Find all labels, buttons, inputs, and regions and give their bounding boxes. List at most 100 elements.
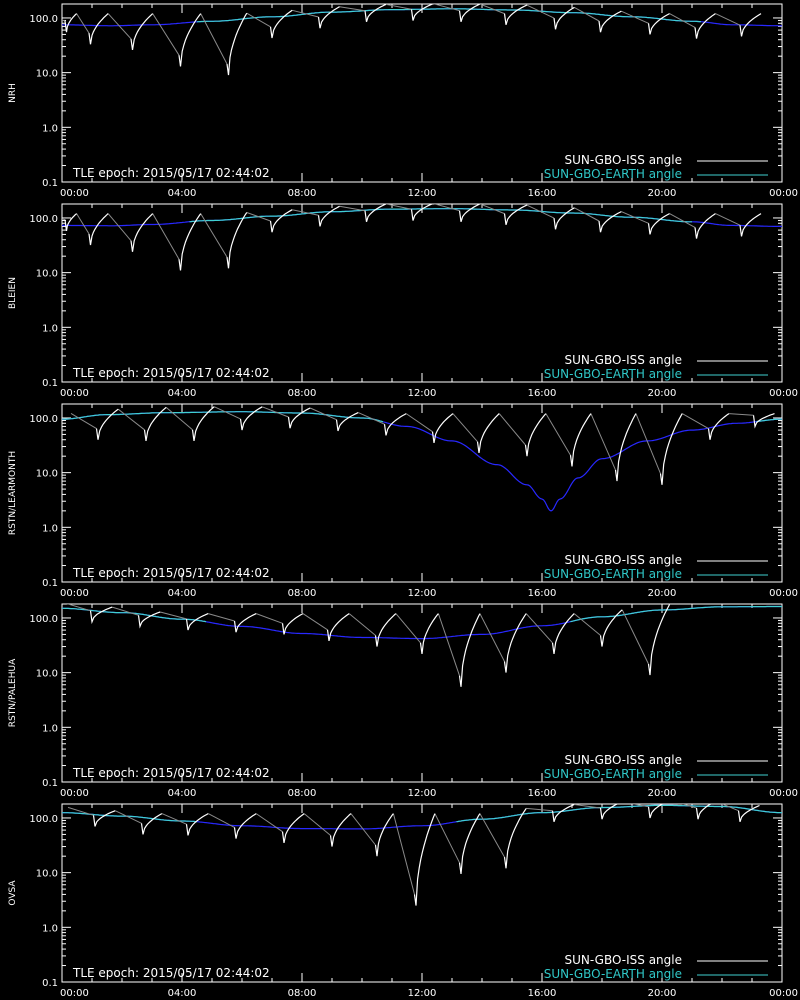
earth-angle-line-visible	[189, 208, 692, 223]
x-tick-label: 08:00	[288, 788, 317, 799]
legend-earth-label: SUN-GBO-EARTH angle	[544, 967, 682, 981]
chart-panel-3: 0.1 1.0 10.0 100.0 00:00 04:00 08:00 12:00 16:00…	[8, 403, 798, 599]
earth-angle-line-visible	[62, 411, 782, 423]
y-tick-label: 100.0	[29, 214, 58, 225]
chart-panel-5: 0.1 1.0 10.0 100.0 00:00 04:00 08:00 12:00 16:00…	[8, 803, 798, 999]
x-tick-label: 04:00	[168, 188, 197, 199]
earth-angle-line-sun-gbo-earth-angle	[62, 411, 782, 512]
x-tick-label: 00:00	[60, 588, 89, 599]
plot-area	[62, 4, 782, 76]
y-tick-label: 0.1	[42, 978, 58, 989]
x-tick-label: 00:00	[769, 188, 798, 199]
y-axis-label: RSTN/PALEHUA	[8, 658, 18, 727]
x-tick-label: 20:00	[648, 188, 677, 199]
y-axis-label: NRH	[8, 83, 18, 103]
y-tick-label: 100.0	[29, 414, 58, 425]
y-tick-label: 100.0	[29, 14, 58, 25]
x-tick-label: 12:00	[408, 588, 437, 599]
x-tick-label: 08:00	[288, 188, 317, 199]
y-tick-label: 10.0	[36, 469, 58, 480]
x-tick-label: 16:00	[528, 788, 557, 799]
x-tick-label: 16:00	[528, 988, 557, 999]
x-tick-label: 12:00	[408, 188, 437, 199]
x-tick-label: 00:00	[769, 988, 798, 999]
x-tick-label: 20:00	[648, 988, 677, 999]
y-tick-label: 1.0	[42, 723, 58, 734]
tle-epoch-annotation: TLE epoch: 2015/05/17 02:44:02	[72, 366, 270, 380]
y-tick-label: 10.0	[36, 69, 58, 80]
plot-area	[62, 204, 782, 271]
iss-angle-line-shadow	[70, 406, 754, 474]
x-tick-label: 00:00	[60, 788, 89, 799]
x-tick-label: 16:00	[528, 388, 557, 399]
earth-angle-line-visible	[196, 8, 702, 23]
legend-iss-label: SUN-GBO-ISS angle	[565, 353, 682, 367]
legend-earth-label: SUN-GBO-EARTH angle	[544, 167, 682, 181]
y-tick-label: 0.1	[42, 178, 58, 189]
y-tick-label: 1.0	[42, 323, 58, 334]
y-tick-label: 10.0	[36, 869, 58, 880]
x-tick-label: 12:00	[408, 788, 437, 799]
y-tick-label: 0.1	[42, 378, 58, 389]
x-tick-label: 04:00	[168, 388, 197, 399]
x-tick-label: 00:00	[60, 188, 89, 199]
y-tick-label: 1.0	[42, 123, 58, 134]
plot-area	[62, 604, 782, 687]
legend-earth-label: SUN-GBO-EARTH angle	[544, 767, 682, 781]
y-axis-label: RSTN/LEARMONTH	[8, 451, 18, 535]
y-tick-label: 100.0	[29, 814, 58, 825]
x-tick-label: 12:00	[408, 988, 437, 999]
x-tick-label: 16:00	[528, 188, 557, 199]
x-tick-label: 12:00	[408, 388, 437, 399]
x-tick-label: 04:00	[168, 588, 197, 599]
chart-panel-2: 0.1 1.0 10.0 100.0 00:00 04:00 08:00 12:00 16:00…	[8, 203, 798, 399]
y-tick-label: 0.1	[42, 778, 58, 789]
tle-epoch-annotation: TLE epoch: 2015/05/17 02:44:02	[72, 166, 270, 180]
tle-epoch-annotation: TLE epoch: 2015/05/17 02:44:02	[72, 966, 270, 980]
iss-angle-line-sun-gbo-iss-angle	[64, 204, 762, 271]
x-tick-label: 20:00	[648, 388, 677, 399]
legend-iss-label: SUN-GBO-ISS angle	[565, 953, 682, 967]
chart-panel-1: 0.1 1.0 10.0 100.0 00:00 04:00 08:00 12:00 16:00…	[8, 3, 798, 199]
x-tick-label: 00:00	[60, 988, 89, 999]
x-tick-label: 00:00	[60, 388, 89, 399]
y-tick-label: 10.0	[36, 669, 58, 680]
y-tick-label: 100.0	[29, 614, 58, 625]
iss-angle-line-sun-gbo-iss-angle	[95, 406, 775, 485]
x-tick-label: 08:00	[288, 588, 317, 599]
y-axis-label: OVSA	[8, 880, 18, 906]
plot-area	[62, 804, 782, 906]
iss-angle-line-shadow	[62, 204, 741, 260]
x-tick-label: 08:00	[288, 988, 317, 999]
tle-epoch-annotation: TLE epoch: 2015/05/17 02:44:02	[72, 766, 270, 780]
legend-iss-label: SUN-GBO-ISS angle	[565, 753, 682, 767]
chart-panel-4: 0.1 1.0 10.0 100.0 00:00 04:00 08:00 12:00 16:00…	[8, 603, 798, 799]
x-tick-label: 16:00	[528, 588, 557, 599]
y-tick-label: 1.0	[42, 923, 58, 934]
tle-epoch-annotation: TLE epoch: 2015/05/17 02:44:02	[72, 566, 270, 580]
x-tick-label: 04:00	[168, 988, 197, 999]
iss-angle-line-shadow	[62, 4, 741, 65]
y-tick-label: 1.0	[42, 523, 58, 534]
legend-iss-label: SUN-GBO-ISS angle	[565, 153, 682, 167]
x-tick-label: 20:00	[648, 588, 677, 599]
x-tick-label: 20:00	[648, 788, 677, 799]
iss-angle-line-shadow	[66, 604, 649, 676]
x-tick-label: 00:00	[769, 788, 798, 799]
x-tick-label: 08:00	[288, 388, 317, 399]
x-tick-label: 00:00	[769, 388, 798, 399]
legend-earth-label: SUN-GBO-EARTH angle	[544, 367, 682, 381]
iss-angle-line-sun-gbo-iss-angle	[92, 804, 760, 906]
iss-angle-line-sun-gbo-iss-angle	[64, 4, 762, 76]
x-tick-label: 00:00	[769, 588, 798, 599]
legend-earth-label: SUN-GBO-EARTH angle	[544, 567, 682, 581]
y-tick-label: 0.1	[42, 578, 58, 589]
legend-iss-label: SUN-GBO-ISS angle	[565, 553, 682, 567]
iss-angle-line-sun-gbo-iss-angle	[89, 604, 671, 687]
plot-area	[62, 406, 782, 512]
iss-angle-line-shadow	[67, 804, 739, 895]
x-tick-label: 04:00	[168, 788, 197, 799]
y-axis-label: BLEIEN	[8, 277, 18, 309]
y-tick-label: 10.0	[36, 269, 58, 280]
